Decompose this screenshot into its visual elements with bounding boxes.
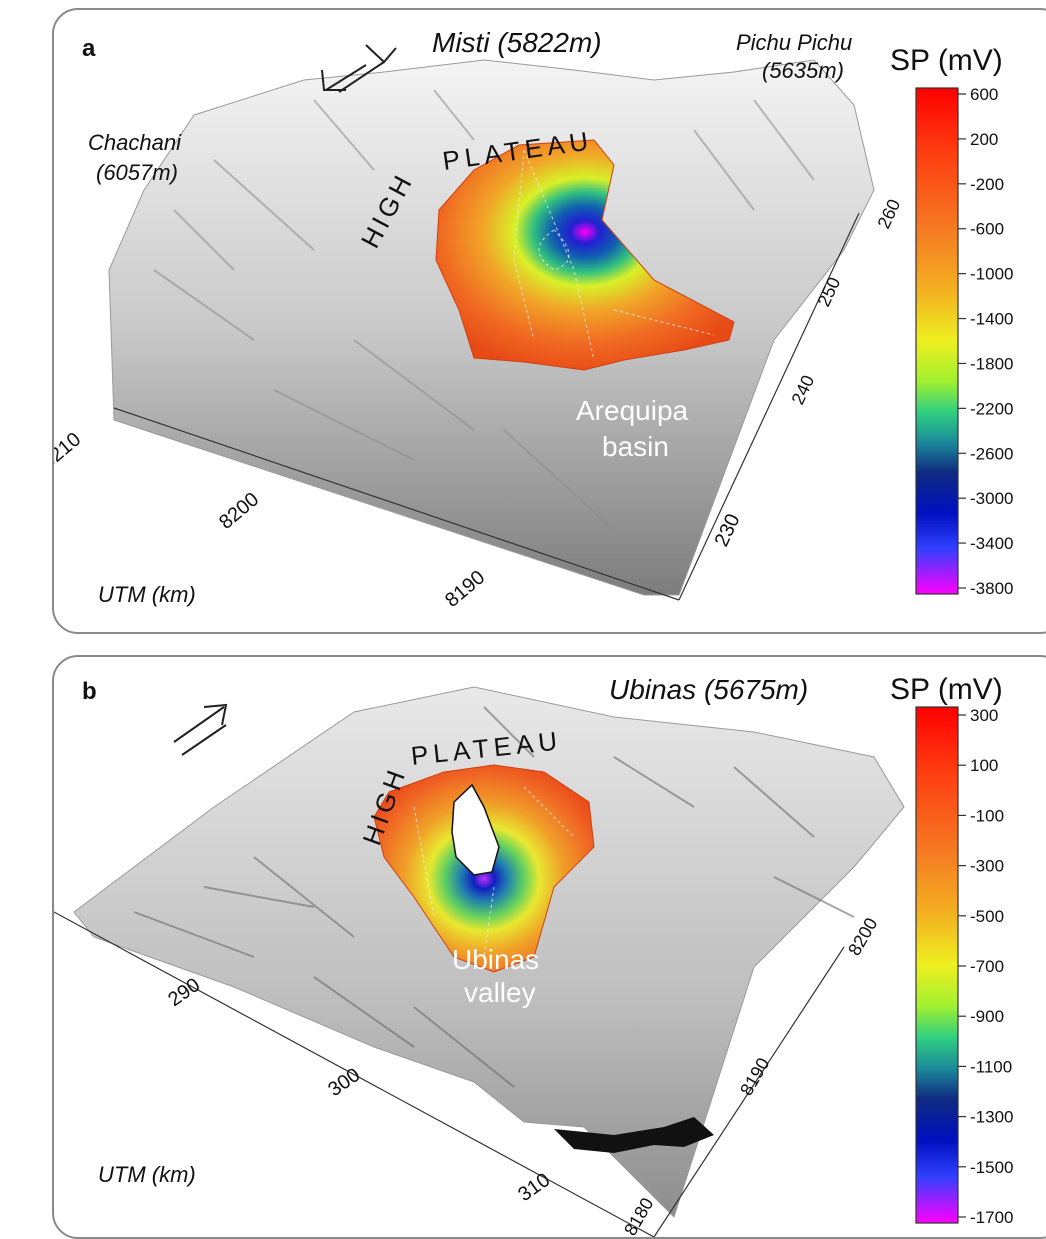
peak-right-name: Pichu Pichu	[736, 30, 852, 55]
colorbar-tick-label: -1300	[970, 1108, 1013, 1127]
colorbar-tick-label: -2200	[970, 399, 1013, 418]
colorbar-tick-label: -1400	[970, 310, 1013, 329]
axis-right-tick: 260	[873, 196, 904, 232]
colorbar-tick-label: -500	[970, 907, 1004, 926]
panel-letter: b	[82, 678, 97, 705]
area-label-line2: valley	[464, 977, 536, 1008]
colorbar-tick-label: -1500	[970, 1158, 1013, 1177]
axis-left-tick: 290	[164, 974, 204, 1011]
axis-right-tick: 240	[787, 372, 818, 408]
colorbar-tick-label: -300	[970, 857, 1004, 876]
peak-right-elevation: (5635m)	[762, 58, 844, 83]
panel-a: a Misti (5822m) Chachani (6057m) Pichu P…	[52, 8, 1046, 634]
colorbar-tick-label: 100	[970, 756, 998, 775]
peak-left-elevation: (6057m)	[96, 160, 178, 185]
area-label-line2: basin	[602, 431, 669, 462]
colorbar-title: SP (mV)	[890, 673, 1003, 706]
colorbar-tick-label: -900	[970, 1007, 1004, 1026]
axis-right-tick: 8190	[736, 1054, 773, 1099]
colorbar-tick-label: -600	[970, 220, 1004, 239]
panel-b-figure: b Ubinas (5675m) HIGH PLATEAU Ubinas val…	[54, 657, 1046, 1237]
colorbar-tick-label: -3400	[970, 534, 1013, 553]
colorbar-title: SP (mV)	[890, 44, 1003, 77]
utm-label: UTM (km)	[98, 1162, 196, 1187]
colorbar-tick-label: -700	[970, 957, 1004, 976]
colorbar-tick-label: -3000	[970, 489, 1013, 508]
axis-right-tick: 8180	[620, 1194, 657, 1237]
colorbar-tick-label: 200	[970, 130, 998, 149]
north-arrow-icon	[174, 705, 226, 755]
volcano-title: Misti (5822m)	[432, 27, 602, 58]
axis-left-tick: 8190	[441, 566, 489, 611]
axis-left-tick: 300	[324, 1064, 364, 1101]
colorbar-ticks-a: 600 200 -200 -600 -1000 -1400 -1800 -2200 -2600 -…	[958, 85, 1013, 598]
axis-left-tick: 8200	[215, 488, 263, 533]
colorbar-tick-label: 600	[970, 85, 998, 104]
colorbar-tick-label: -200	[970, 175, 1004, 194]
colorbar-tick-label: 300	[970, 706, 998, 725]
panel-a-figure: a Misti (5822m) Chachani (6057m) Pichu P…	[54, 10, 1046, 632]
colorbar-tick-label: -2600	[970, 444, 1013, 463]
colorbar-tick-label: -1000	[970, 265, 1013, 284]
colorbar-tick-label: -1100	[970, 1057, 1012, 1076]
panel-letter: a	[82, 35, 96, 62]
axis-right-tick: 230	[711, 511, 745, 551]
colorbar-a	[916, 88, 958, 594]
area-label-line1: Arequipa	[576, 395, 689, 426]
colorbar-ticks-b: 300 100 -100 -300 -500 -700 -900 -1100 -1300 -150…	[958, 706, 1013, 1227]
colorbar-tick-label: -3800	[970, 579, 1013, 598]
volcano-title: Ubinas (5675m)	[609, 674, 808, 705]
colorbar-b	[916, 707, 958, 1223]
colorbar-tick-label: -1800	[970, 354, 1013, 373]
area-label-line1: Ubinas	[452, 944, 539, 975]
peak-left-name: Chachani	[88, 130, 182, 155]
colorbar-tick-label: -100	[970, 806, 1004, 825]
axis-right-tick: 8200	[844, 914, 881, 959]
colorbar-tick-label: -1700	[970, 1208, 1013, 1227]
panel-b: b Ubinas (5675m) HIGH PLATEAU Ubinas val…	[52, 655, 1046, 1239]
axis-left-tick: 310	[514, 1169, 554, 1206]
utm-label: UTM (km)	[98, 582, 196, 607]
axis-left-tick: 8210	[54, 428, 85, 473]
